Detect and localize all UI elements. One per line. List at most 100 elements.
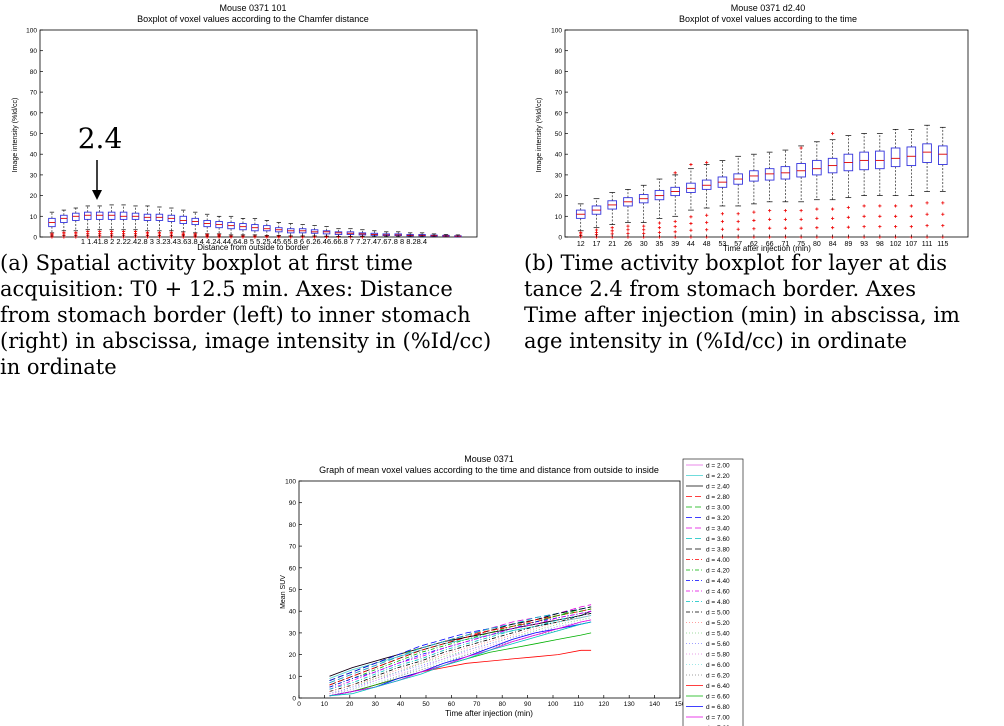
- chart-b-outlier-low-15-2: [815, 216, 819, 220]
- chart-a-box-1: [60, 214, 68, 223]
- chart-b-outlier-low-22-2: [925, 212, 929, 216]
- chart-b-box-19: [875, 150, 885, 170]
- chart-c-series-line-12: [329, 610, 592, 690]
- chart-a-box-11: [179, 215, 188, 224]
- chart-b-outlier-low-11-3: [752, 210, 756, 214]
- chart-c-legend: d = 2.00 d = 2.20 d = 2.40 d = 2.80 d = 3.00…: [682, 458, 744, 726]
- chart-a-outlier-low-11-3: [181, 231, 185, 235]
- chart-b-outlier-low-2-3: [610, 226, 614, 230]
- chart-c-xtick-label-2: 20: [346, 701, 354, 708]
- caption-b-line-2: tance 2.4 from stomach border. Axes: [524, 277, 917, 301]
- chart-b-plot-area: 0 10 20 30 40 50 60 70 80 90 100 12 17 21 26 30 35 39 44 48…: [551, 28, 969, 248]
- chart-a-outlier-low-8-3: [145, 230, 150, 234]
- chart-b-xtick-label-6: 39: [671, 241, 679, 248]
- chart-c-ytick-label-10: 100: [285, 479, 296, 486]
- chart-a-box-6: [119, 211, 128, 220]
- chart-b-outlier-low-5-2: [657, 226, 662, 230]
- chart-b-outlier-low-14-2: [799, 217, 803, 222]
- chart-c-ytick-label-1: 10: [289, 674, 297, 681]
- chart-c-subtitle: Graph of mean voxel values according to …: [319, 465, 659, 475]
- chart-b-outlier-low-9-1: [720, 227, 725, 231]
- chart-b-outlier-low-8-1: [705, 228, 709, 232]
- chart-b-outlier-low-13-3: [783, 209, 787, 213]
- chart-c-ytick-label-6: 60: [289, 565, 297, 572]
- chart-c-legend-label-1: d = 2.20: [706, 473, 730, 480]
- chart-b-xtick-label-18: 93: [860, 241, 868, 248]
- chart-b-xtick-label-1: 17: [593, 241, 601, 248]
- chart-c-xtick-label-11: 110: [573, 701, 584, 708]
- chart-b-outlier-low-15-1: [815, 226, 819, 230]
- chart-b-outlier-high-8: [705, 160, 709, 165]
- chart-c-legend-label-12: d = 4.60: [706, 589, 730, 596]
- chart-b-xtick-label-23: 115: [937, 241, 948, 248]
- chart-b-outlier-low-7-1: [689, 228, 693, 232]
- chart-c-xtick-label-10: 100: [548, 701, 559, 708]
- chart-a-box-4: [95, 211, 104, 220]
- chart-b-ytick-label-9: 90: [555, 48, 563, 55]
- chart-c-title: Mouse 0371: [464, 454, 514, 464]
- chart-b-outlier-high-14: [799, 146, 803, 150]
- chart-a-outlier-low-1-3: [62, 230, 66, 234]
- chart-b-outlier-low-7-2: [689, 221, 693, 226]
- chart-b-outlier-low-23-1: [941, 224, 945, 228]
- chart-c-xtick-label-5: 50: [422, 701, 430, 708]
- chart-b-outlier-low-11-2: [752, 218, 756, 223]
- chart-a-box-18: [263, 225, 271, 232]
- caption-b-line-1: (b) Time activity boxplot for layer at d…: [524, 251, 948, 275]
- chart-a-subtitle: Boxplot of voxel values according to the…: [137, 14, 369, 24]
- chart-a-box-5: [107, 211, 116, 220]
- chart-c-legend-label-10: d = 4.20: [706, 568, 730, 575]
- chart-b-outlier-low-17-1: [846, 225, 850, 229]
- chart-b-xtick-label-19: 98: [876, 241, 884, 248]
- chart-b-outlier-low-2-2: [610, 229, 614, 233]
- chart-c-ytick-label-2: 20: [289, 652, 297, 659]
- chart-b-ytick-label-2: 20: [555, 193, 563, 200]
- chart-b-outlier-low-10-1: [736, 227, 740, 231]
- chart-a-outlier-low-6-3: [121, 229, 126, 234]
- chart-b-outlier-low-20-1: [893, 225, 898, 229]
- chart-a-outlier-low-10-3: [169, 230, 173, 234]
- chart-c-series-line-16: [329, 617, 592, 695]
- chart-b-ytick-label-7: 70: [555, 90, 563, 97]
- chart-c-ytick-label-0: 0: [292, 696, 296, 703]
- chart-b-xtick-label-17: 89: [844, 241, 852, 248]
- chart-c-xtick-label-4: 40: [397, 701, 405, 708]
- chart-c-ytick-label-9: 90: [289, 500, 297, 507]
- chart-c-xtick-label-15: 150: [675, 701, 686, 708]
- chart-a-xlabel: Distance from outside to border: [197, 243, 309, 252]
- chart-b-xtick-label-21: 107: [905, 241, 917, 248]
- chart-b-outlier-low-6-2: [673, 225, 677, 229]
- chart-c-legend-label-7: d = 3.60: [706, 536, 730, 543]
- chart-b-xtick-label-16: 84: [829, 241, 837, 248]
- chart-c-ytick-label-3: 30: [289, 630, 297, 637]
- chart-c-legend-label-11: d = 4.40: [706, 578, 730, 585]
- chart-b-outlier-low-3-2: [626, 228, 630, 232]
- chart-c-series-line-10: [329, 608, 592, 688]
- chart-c-ytick-label-5: 50: [289, 587, 297, 594]
- chart-b-xtick-label-10: 57: [734, 241, 742, 248]
- chart-b-outlier-low-23-3: [941, 201, 945, 205]
- chart-b-xtick-label-2: 21: [608, 241, 616, 248]
- chart-c-xtick-label-14: 140: [649, 701, 660, 708]
- chart-b-xtick-label-9: 53: [719, 241, 727, 248]
- chart-b-ytick-label-8: 80: [555, 69, 563, 76]
- chart-c-series-line-13: [329, 613, 592, 690]
- chart-b-xtick-label-7: 44: [687, 241, 695, 248]
- chart-c-ytick-label-7: 70: [289, 544, 297, 551]
- chart-c-legend-label-3: d = 2.80: [706, 494, 730, 501]
- chart-b-ytick-label-6: 60: [555, 110, 563, 117]
- chart-c-legend-label-15: d = 5.20: [706, 620, 730, 627]
- chart-b-box-8: [701, 179, 712, 190]
- chart-b-box-7: [686, 182, 696, 193]
- chart-b-box-12: [764, 168, 775, 181]
- chart-b-outlier-low-15-3: [815, 207, 819, 211]
- chart-a-plot-area: 0 10 20 30 40 50 60 70 80 90 100: [26, 28, 478, 242]
- chart-a-outlier-low-3-3: [86, 229, 90, 234]
- chart-c-xtick-label-7: 70: [473, 701, 481, 708]
- chart-b-outlier-low-10-2: [736, 219, 740, 224]
- chart-b-outlier-low-18-3: [862, 204, 866, 208]
- chart-c-xtick-label-13: 130: [624, 701, 635, 708]
- chart-b-outlier-low-3-3: [626, 224, 630, 228]
- chart-b-outlier-low-21-3: [909, 204, 913, 208]
- chart-b-outlier-low-11-1: [752, 227, 756, 231]
